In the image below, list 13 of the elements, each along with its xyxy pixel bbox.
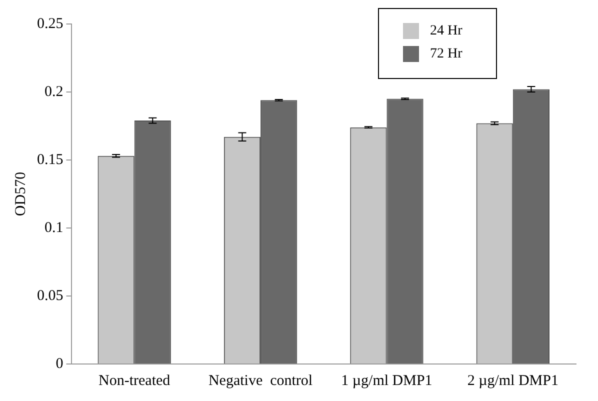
y-tick-label: 0.25: [37, 16, 64, 32]
y-tick-label: 0.2: [44, 84, 64, 100]
y-tick-label: 0.05: [37, 288, 64, 304]
x-tick-label: 1 µg/ml DMP1: [341, 372, 432, 389]
legend-label: 72 Hr: [430, 46, 463, 62]
x-tick-label: Negative control: [208, 372, 313, 389]
y-tick-label: 0.1: [44, 220, 64, 236]
y-axis-title: OD570: [12, 172, 29, 216]
x-tick-label: Non-treated: [98, 372, 171, 389]
y-tick-label: 0.15: [37, 152, 64, 168]
legend-label: 24 Hr: [430, 24, 463, 39]
x-tick-label: 2 µg/ml DMP1: [467, 372, 558, 389]
y-tick-label: 0: [56, 356, 64, 372]
